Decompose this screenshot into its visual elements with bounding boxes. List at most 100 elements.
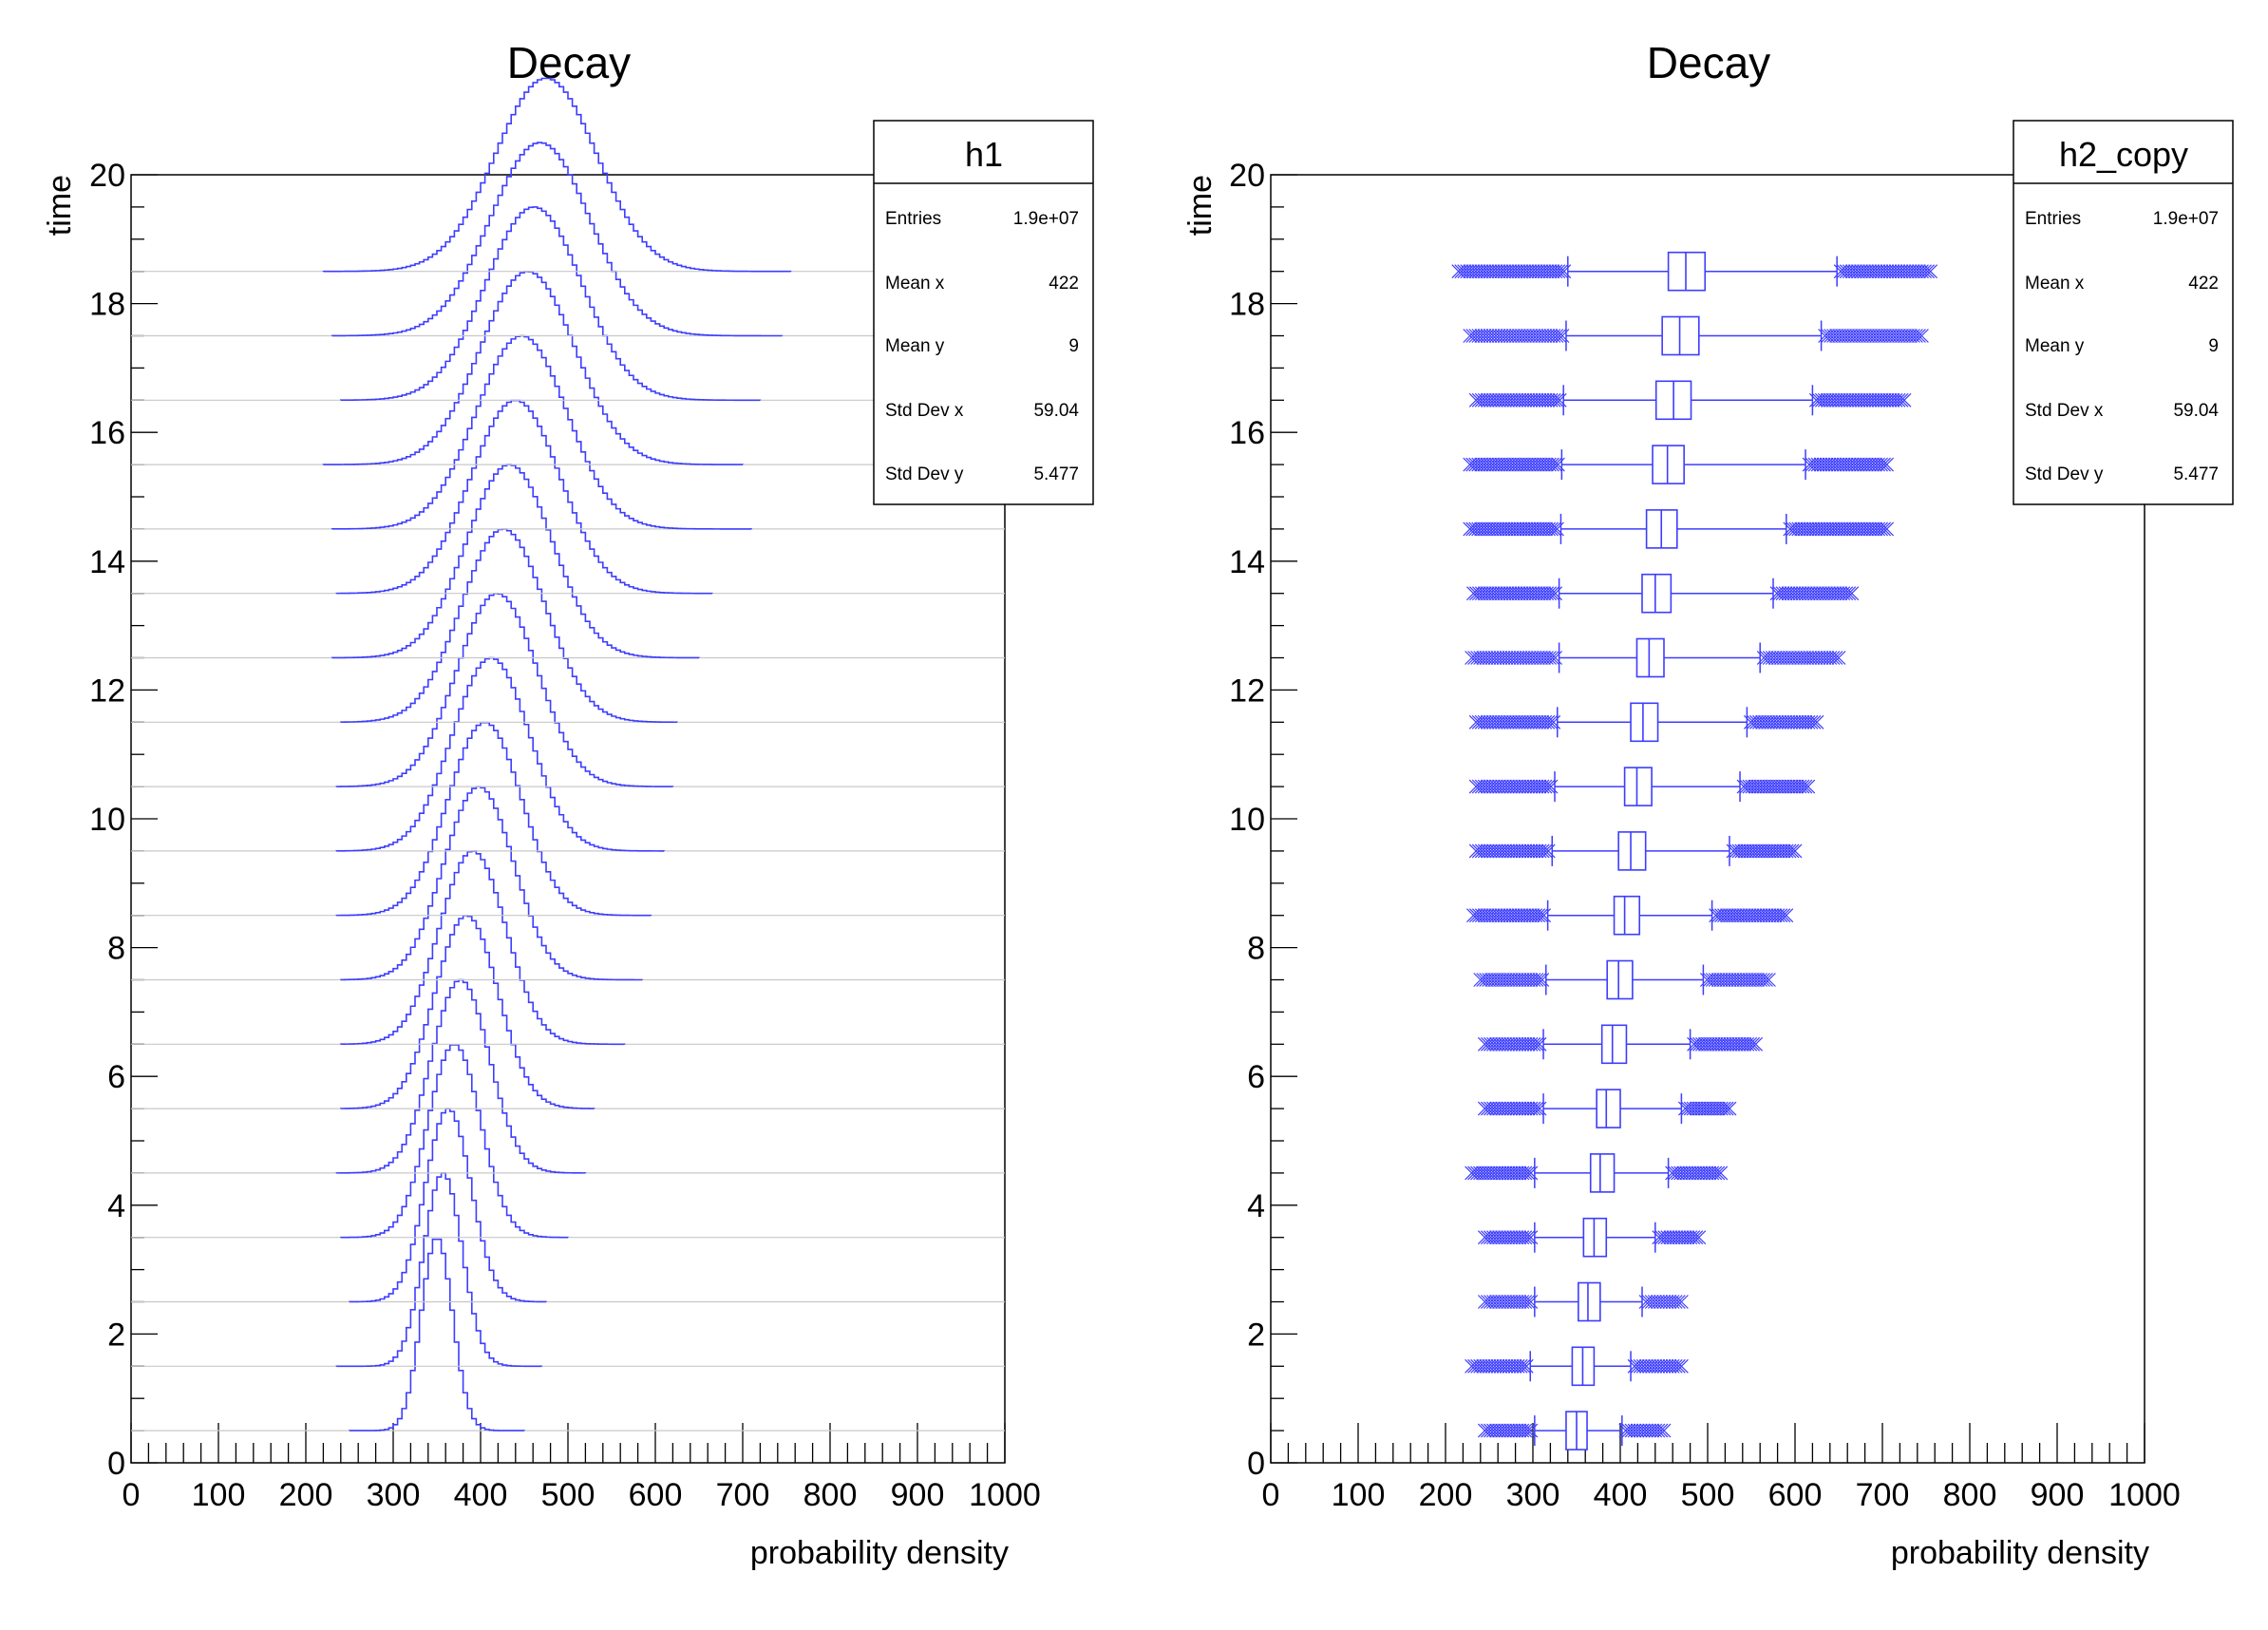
outlier-marker (1545, 651, 1559, 665)
outlier-marker (1535, 973, 1550, 987)
outlier-marker (1507, 521, 1522, 537)
outlier-marker (1756, 973, 1770, 987)
outlier-marker (1877, 521, 1892, 537)
outlier-marker (1734, 1036, 1749, 1052)
outlier-marker (1825, 651, 1841, 665)
outlier-marker (1527, 521, 1542, 537)
outlier-marker (1518, 1295, 1533, 1309)
stats-value-stddev-y: 5.477 (1033, 464, 1079, 484)
outlier-marker (1516, 521, 1531, 537)
outlier-marker (1467, 1166, 1482, 1181)
outlier-marker (1671, 1358, 1686, 1374)
outlier-marker (1739, 973, 1754, 987)
outlier-marker (1548, 651, 1563, 665)
outlier-marker (1877, 457, 1892, 472)
outlier-marker (1557, 264, 1572, 279)
outlier-marker (1703, 1036, 1718, 1052)
outlier-marker (1920, 264, 1935, 279)
outlier-marker (1776, 908, 1791, 923)
box-iqr (1613, 895, 1641, 936)
outlier-marker (1518, 973, 1533, 987)
outlier-marker (1700, 1101, 1715, 1116)
outlier-marker (1481, 1166, 1496, 1181)
outlier-marker (1519, 521, 1534, 537)
outlier-marker (1521, 973, 1536, 987)
outliers-low (1468, 843, 1556, 859)
outlier-marker (1523, 1295, 1539, 1309)
outlier-marker (1544, 521, 1559, 537)
outlier-marker (1484, 973, 1500, 987)
outlier-marker (1522, 908, 1538, 923)
outlier-marker (1673, 1295, 1689, 1309)
x-tick-label: 0 (1262, 1477, 1280, 1513)
box-iqr (1606, 959, 1634, 1000)
x-tick-label: 100 (192, 1477, 246, 1513)
stats-value-stddev-y: 5.477 (2173, 464, 2219, 484)
outlier-marker (1533, 521, 1548, 537)
stats-label-stddev-x: Std Dev x (2025, 401, 2104, 421)
outlier-marker (1874, 521, 1889, 537)
outlier-marker (1918, 264, 1932, 279)
outlier-marker (1474, 586, 1489, 601)
outlier-marker (1523, 1230, 1539, 1245)
outlier-marker (1525, 908, 1540, 923)
outliers-low (1477, 1423, 1539, 1438)
outlier-marker (1537, 908, 1552, 923)
outlier-marker (1692, 1101, 1707, 1116)
outlier-marker (1760, 843, 1774, 859)
y-tick-label: 2 (1247, 1317, 1265, 1353)
outlier-marker (1495, 1166, 1510, 1181)
outlier-marker (1536, 521, 1551, 537)
outlier-marker (1767, 843, 1783, 859)
outlier-marker (1531, 586, 1546, 601)
outlier-marker (1713, 1166, 1729, 1181)
outlier-marker (1506, 1166, 1521, 1181)
outlier-marker (1486, 1166, 1502, 1181)
outlier-marker (1692, 1036, 1707, 1052)
outlier-marker (1831, 651, 1846, 665)
outlier-marker (1522, 586, 1538, 601)
outlier-marker (1519, 1358, 1534, 1374)
y-tick-label: 4 (107, 1188, 125, 1224)
outlier-marker (1477, 908, 1492, 923)
outlier-marker (1511, 586, 1526, 601)
box-iqr (1661, 315, 1700, 356)
outlier-marker (1725, 908, 1740, 923)
x-tick-label: 1000 (2108, 1477, 2181, 1513)
outlier-marker (1477, 521, 1491, 537)
stats-value-entries: 1.9e+07 (2153, 209, 2219, 229)
outlier-marker (1714, 1036, 1729, 1052)
outlier-marker (1471, 586, 1486, 601)
outlier-marker (1526, 1101, 1541, 1116)
outlier-marker (1549, 392, 1564, 408)
outlier-marker (1483, 586, 1498, 601)
outlier-marker (1518, 1230, 1533, 1245)
outlier-marker (1874, 457, 1888, 472)
outlier-marker (1762, 779, 1776, 794)
outlier-marker (1720, 908, 1734, 923)
outlier-marker (1501, 973, 1516, 987)
outlier-marker (1490, 521, 1505, 537)
outlier-marker (1528, 908, 1543, 923)
outlier-marker (1654, 1423, 1669, 1438)
stats-label-entries: Entries (885, 209, 941, 229)
outlier-marker (1518, 1166, 1533, 1181)
outlier-marker (1668, 1358, 1683, 1374)
y-tick-label: 6 (1247, 1059, 1265, 1095)
outlier-marker (1543, 779, 1559, 794)
outlier-marker (1526, 973, 1541, 987)
box-iqr (1641, 573, 1673, 614)
outlier-marker (1748, 1036, 1764, 1052)
outlier-marker (1480, 586, 1495, 601)
y-tick-label: 16 (89, 415, 125, 451)
outlier-marker (1544, 457, 1559, 472)
plot-area: 0 100 200 300 400 500 600 700 800 900 1000 0 2 4 6 8 10 1… (1229, 158, 2181, 1513)
outliers-high (1709, 908, 1794, 923)
outlier-marker (1542, 586, 1558, 601)
outlier-marker (1512, 973, 1527, 987)
outlier-marker (1480, 521, 1494, 537)
outlier-marker (1474, 908, 1489, 923)
outlier-marker (1505, 908, 1521, 923)
outlier-marker (1552, 392, 1567, 408)
stats-label-mean-y: Mean y (885, 336, 945, 356)
